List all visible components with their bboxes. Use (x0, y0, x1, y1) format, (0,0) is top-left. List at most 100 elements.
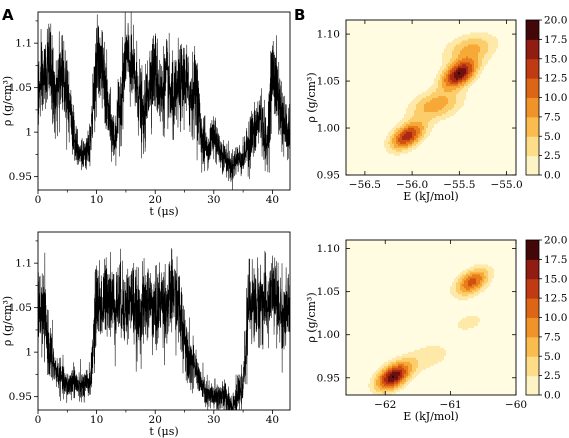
heatmap-cell (450, 101, 453, 105)
heatmap-cell (370, 153, 373, 156)
heatmap-cell (404, 61, 407, 65)
heatmap-cell (420, 167, 423, 170)
heatmap-cell (468, 143, 471, 146)
heatmap-cell (400, 101, 403, 105)
heatmap-cell (444, 65, 447, 69)
heatmap-cell (418, 95, 421, 99)
heatmap-cell (458, 153, 461, 156)
heatmap-cell (426, 101, 429, 105)
heatmap-cell (398, 59, 401, 63)
heatmap-cell (470, 133, 473, 136)
heatmap-cell (394, 21, 397, 25)
heatmap-cell (450, 105, 453, 109)
heatmap-cell (450, 77, 453, 81)
heatmap-cell (408, 49, 411, 53)
heatmap-cell (438, 23, 441, 27)
heatmap-cell (400, 35, 403, 39)
heatmap-cell (444, 145, 447, 148)
heatmap-cell (462, 159, 465, 162)
heatmap-cell (408, 73, 411, 77)
heatmap-cell (472, 171, 475, 174)
heatmap-cell (374, 39, 377, 43)
heatmap-cell (424, 115, 427, 118)
heatmap-cell (352, 145, 355, 148)
heatmap-cell (404, 127, 407, 130)
heatmap-cell (346, 113, 349, 116)
heatmap-cell (362, 45, 365, 49)
heatmap-cell (456, 125, 459, 128)
heatmap-cell (382, 69, 385, 73)
heatmap-cell (468, 155, 471, 158)
heatmap-cell (362, 87, 365, 91)
heatmap-cell (426, 173, 429, 175)
heatmap-cell (406, 85, 409, 89)
heatmap-cell (366, 31, 369, 35)
heatmap-cell (442, 33, 445, 37)
heatmap-cell (368, 20, 371, 23)
heatmap-cell (398, 127, 401, 130)
heatmap-cell (406, 63, 409, 67)
heatmap-cell (436, 49, 439, 53)
heatmap-cell (392, 85, 395, 89)
heatmap-cell (404, 65, 407, 69)
heatmap-cell (434, 43, 437, 47)
heatmap-cell (436, 113, 439, 116)
heatmap-cell (398, 103, 401, 107)
heatmap-cell (362, 115, 365, 118)
heatmap-cell (362, 119, 365, 122)
heatmap-cell (366, 67, 369, 71)
heatmap-cell (350, 153, 353, 156)
heatmap-cell (434, 31, 437, 35)
heatmap-cell (354, 99, 357, 103)
heatmap-cell (468, 61, 471, 65)
heatmap-cell (378, 105, 381, 109)
heatmap-cell (454, 105, 457, 109)
heatmap-cell (400, 87, 403, 91)
heatmap-cell (368, 83, 371, 87)
heatmap-cell (356, 151, 359, 154)
heatmap-cell (382, 57, 385, 61)
heatmap-cell (466, 103, 469, 107)
heatmap-cell (428, 171, 431, 174)
heatmap-cell (458, 65, 461, 69)
heatmap-cell (408, 107, 411, 111)
heatmap-cell (348, 125, 351, 128)
heatmap-cell (422, 87, 425, 91)
heatmap-cell (362, 165, 365, 168)
heatmap-cell (448, 105, 451, 109)
heatmap-cell (440, 107, 443, 111)
heatmap-cell (386, 159, 389, 162)
heatmap-cell (426, 83, 429, 87)
heatmap-cell (376, 155, 379, 158)
heatmap-cell (448, 119, 451, 122)
heatmap-cell (430, 95, 433, 99)
heatmap-cell (404, 167, 407, 170)
heatmap-cell (388, 143, 391, 146)
heatmap-cell (386, 131, 389, 134)
heatmap-cell (436, 97, 439, 101)
heatmap-cell (432, 137, 435, 140)
heatmap-cell (400, 143, 403, 146)
heatmap-cell (438, 165, 441, 168)
heatmap-cell (352, 115, 355, 118)
heatmap-cell (454, 29, 457, 33)
heatmap-cell (372, 55, 375, 59)
heatmap-cell (350, 119, 353, 122)
heatmap-cell (418, 99, 421, 103)
heatmap-cell (364, 51, 367, 55)
heatmap-cell (396, 35, 399, 39)
heatmap-cell (408, 141, 411, 144)
heatmap-cell (380, 119, 383, 122)
heatmap-cell (412, 57, 415, 61)
heatmap-cell (436, 73, 439, 77)
heatmap-cell (406, 21, 409, 25)
heatmap-cell (446, 141, 449, 144)
heatmap-cell (446, 67, 449, 71)
heatmap-cell (434, 79, 437, 83)
heatmap-cell (402, 123, 405, 126)
heatmap-cell (364, 20, 367, 23)
heatmap-cell (438, 21, 441, 25)
heatmap-cell (356, 147, 359, 150)
heatmap-cell (430, 33, 433, 37)
heatmap-cell (442, 139, 445, 142)
